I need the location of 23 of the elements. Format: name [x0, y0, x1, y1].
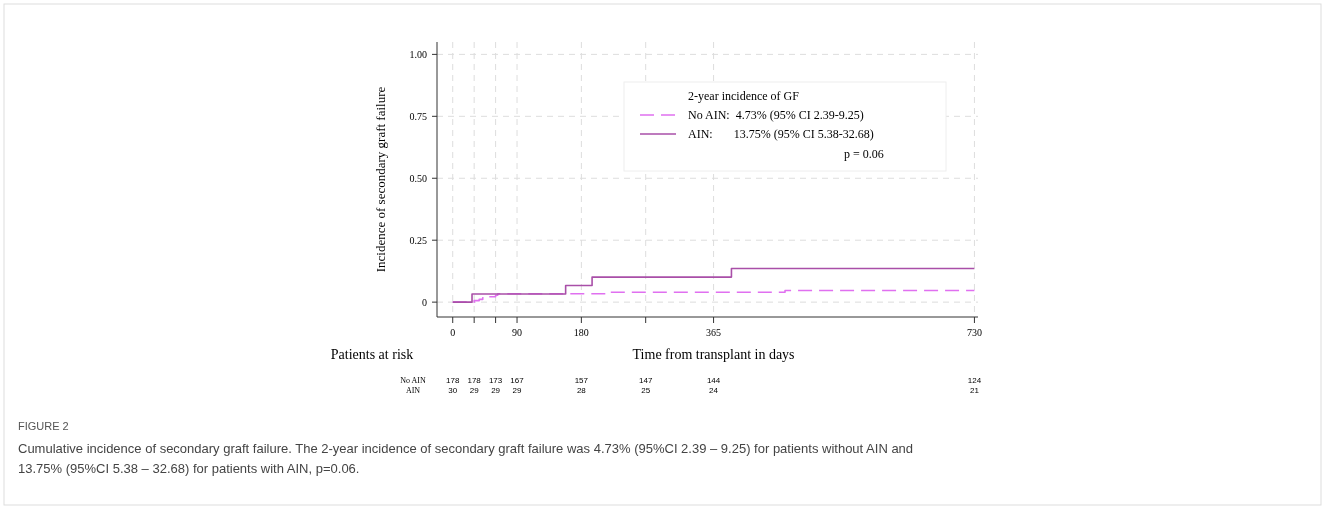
x-axis-title: Time from transplant in days [632, 347, 795, 362]
text: 178 178 173 167 157 147 144 124 [446, 376, 982, 385]
text: Cumulative incidence of secondary graft failure. The 2-year incidence of secondary graft failure was 4.73% (95%CI 2.39 – 9.25) for patients without AIN and 13.75% (95%CI 5.38 – 32.68) for patients with AIN, p=0.06. [18, 441, 914, 476]
x-tick-label: 730 [966, 327, 982, 338]
y-tick-label: 0.75 [409, 110, 427, 122]
x-tick-label: 90 [512, 327, 523, 338]
text: No AIN [400, 376, 426, 385]
text: AIN [405, 386, 421, 395]
y-axis-title: Incidence of secondary graft failure [373, 86, 388, 273]
text: 30 29 29 29 28 25 24 21 [448, 386, 979, 395]
annotation: p = 0.06 [844, 147, 884, 161]
y-tick-label: 1.00 [409, 48, 427, 60]
legend-title: 2-year incidence of GF [688, 89, 800, 103]
legend-label: No AIN: 4.73% (95% CI 2.39-9.25) [688, 108, 864, 122]
y-tick-label: 0 [422, 296, 427, 308]
legend-label: AIN: 13.75% (95% CI 5.38-32.68) [688, 127, 874, 141]
text: Patients at risk [330, 347, 414, 362]
text: FIGURE 2 [18, 420, 69, 432]
x-tick-label: 180 [573, 327, 589, 338]
x-tick-label: 365 [706, 327, 722, 338]
x-tick-label: 0 [450, 327, 456, 338]
y-tick-label: 0.50 [409, 172, 427, 184]
y-tick-label: 0.25 [409, 234, 427, 246]
